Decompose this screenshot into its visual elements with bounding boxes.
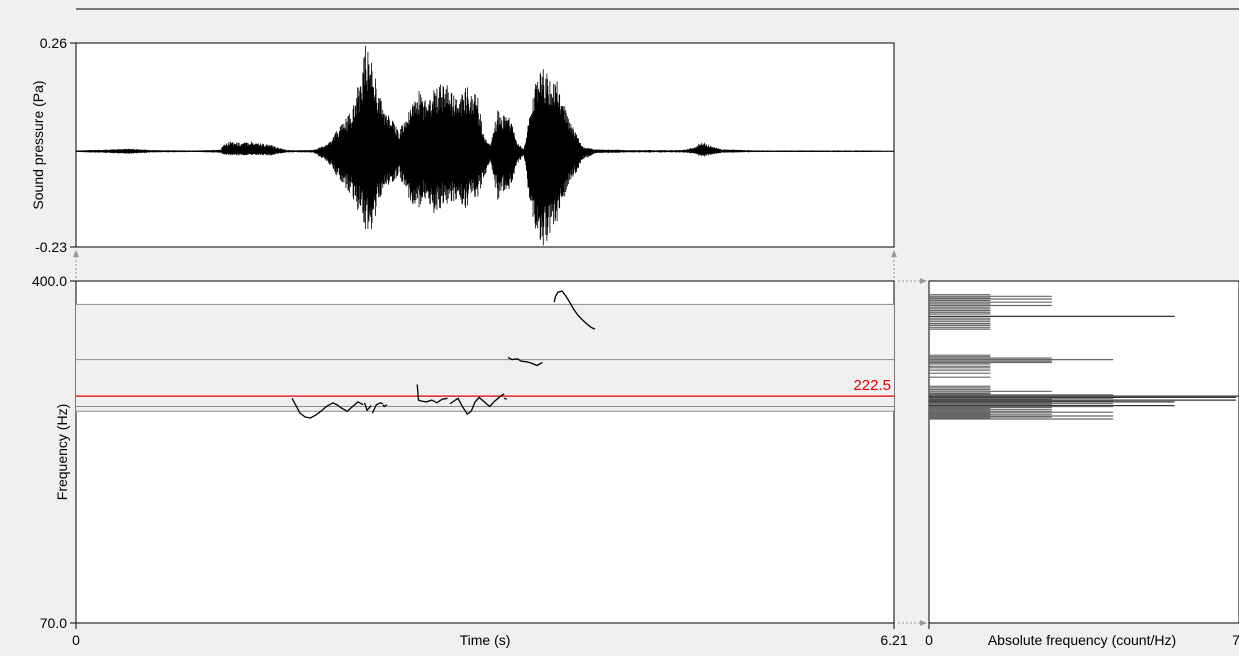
waveform-panel: 0.26 -0.23 Sound pressure (Pa) <box>30 35 895 255</box>
pitch-segment-6 <box>503 397 507 400</box>
pitch-segment-0 <box>291 397 364 419</box>
histogram-xtick-start: 0 <box>925 632 933 648</box>
histogram-panel: 0 7 Absolute frequency (count/Hz) <box>925 280 1239 648</box>
pitch-contours <box>291 290 596 419</box>
pitch-xlabel: Time (s) <box>460 632 511 648</box>
panel-connector-arrows <box>75 254 922 624</box>
pitch-segment-5 <box>449 393 505 416</box>
pitch-segment-4 <box>416 384 448 404</box>
pitch-xtick-start: 0 <box>72 632 80 648</box>
waveform-ylabel: Sound pressure (Pa) <box>30 80 46 209</box>
median-reference-label: 222.5 <box>853 377 891 394</box>
panel-connector-arrowheads <box>73 250 927 626</box>
histogram-xlabel: Absolute frequency (count/Hz) <box>988 632 1176 648</box>
pitch-segment-3 <box>382 404 388 408</box>
pitch-segment-7 <box>507 356 543 367</box>
waveform-ytick-top: 0.26 <box>40 35 67 51</box>
pitch-panel: 222.5 400.0 70.0 0 6.21 Time (s) Frequen… <box>32 273 908 648</box>
pitch-segment-8 <box>553 290 596 330</box>
pitch-segment-2 <box>371 402 384 414</box>
pitch-ylabel: Frequency (Hz) <box>54 404 70 500</box>
pitch-ytick-bottom: 70.0 <box>40 615 67 631</box>
pitch-xtick-end: 6.21 <box>880 632 907 648</box>
pitch-ytick-top: 400.0 <box>32 273 67 289</box>
histogram-bars <box>929 294 1239 420</box>
histogram-plot-area <box>928 280 1239 624</box>
pitch-segment-1 <box>363 402 372 412</box>
pitch-range-band <box>76 304 894 412</box>
waveform-ytick-bottom: -0.23 <box>35 239 67 255</box>
histogram-xtick-end: 7 <box>1232 632 1239 648</box>
waveform-signal <box>75 45 895 246</box>
pitch-guide-lines <box>76 303 894 412</box>
